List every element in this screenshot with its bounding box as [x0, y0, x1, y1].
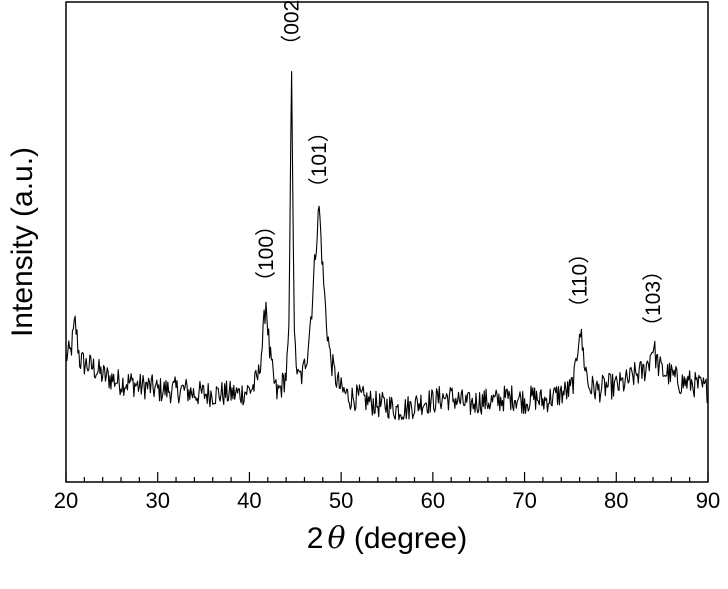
x-axis-title-theta: θ	[327, 521, 345, 556]
peak-label-3: （110）	[569, 243, 592, 318]
series-line-xrd-pattern	[65, 71, 709, 421]
x-tick-label-90: 90	[696, 488, 720, 513]
peak-labels: （100） （002） （101） （110） （103）	[255, 0, 665, 337]
x-tick-label-70: 70	[512, 488, 536, 513]
x-tick-label-80: 80	[604, 488, 628, 513]
x-tick-label-40: 40	[237, 488, 261, 513]
plot-frame	[65, 1, 709, 483]
peak-label-0: （100）	[255, 215, 278, 292]
x-axis-ticks	[65, 472, 709, 482]
x-tick-label-60: 60	[421, 488, 445, 513]
x-tick-label-20: 20	[54, 488, 78, 513]
x-axis-title-unit: (degree)	[346, 522, 468, 555]
x-axis-tick-labels: 20 30 40 50 60 70 80 90	[54, 488, 720, 513]
x-axis-title-main: 2	[307, 522, 324, 555]
peak-label-2: （101）	[308, 121, 331, 198]
peak-label-4: （103）	[642, 260, 665, 337]
y-axis-title: Intensity (a.u.)	[6, 147, 39, 337]
x-tick-label-50: 50	[329, 488, 353, 513]
x-tick-label-30: 30	[145, 488, 169, 513]
peak-label-1: （002）	[281, 0, 304, 56]
